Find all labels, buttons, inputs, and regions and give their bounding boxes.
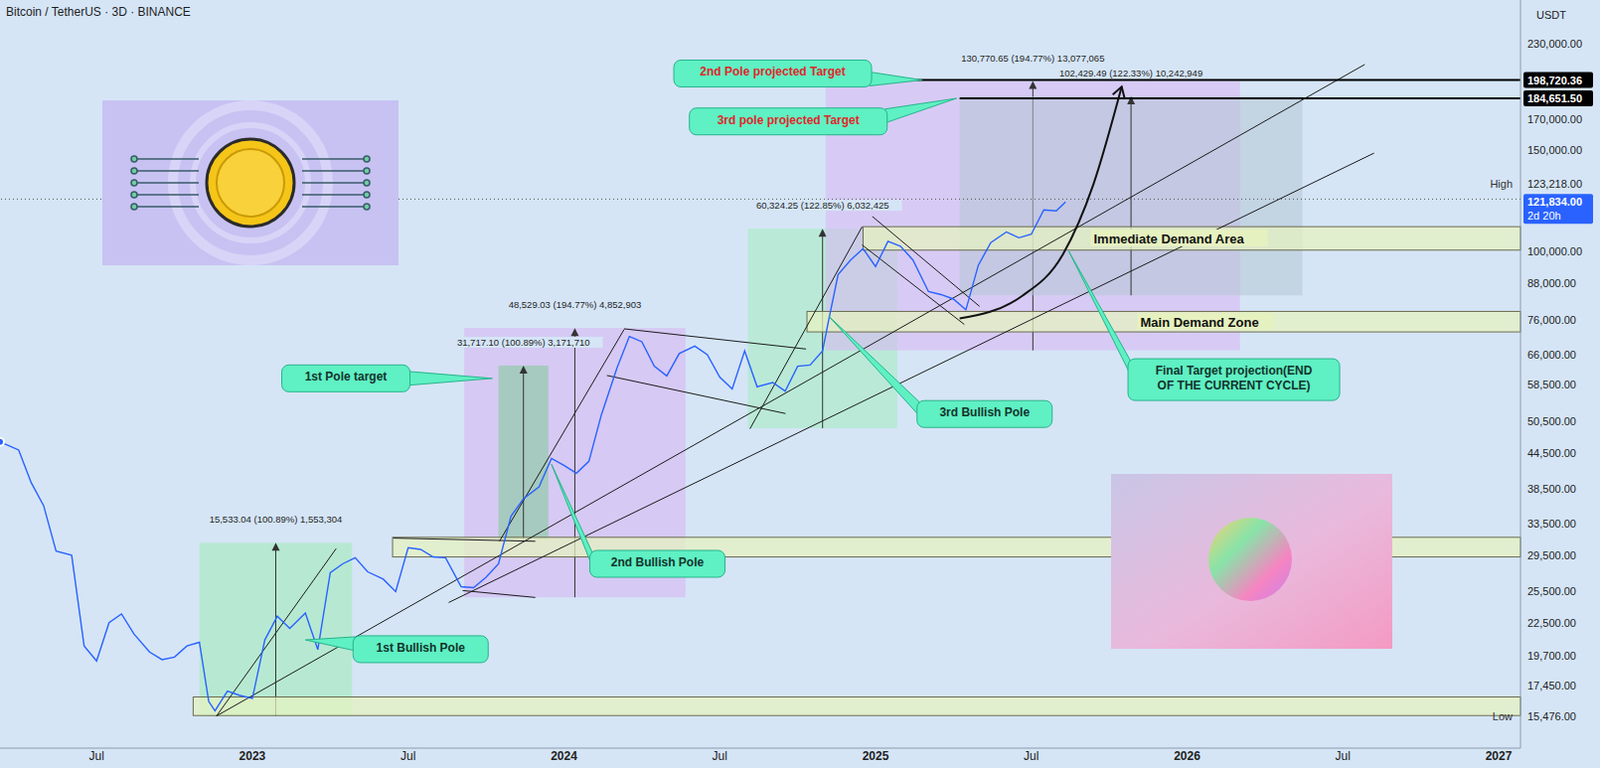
svg-text:Jul: Jul [712,749,728,764]
svg-text:1st Bullish Pole: 1st Bullish Pole [376,640,467,655]
svg-text:2024: 2024 [550,749,578,764]
svg-text:Jul: Jul [1023,749,1039,764]
svg-text:2025: 2025 [862,749,890,764]
svg-text:Low: Low [1492,710,1513,723]
svg-text:Final Target projection(END: Final Target projection(END [1155,363,1313,378]
svg-text:Jul: Jul [89,749,105,764]
svg-text:2nd Bullish Pole: 2nd Bullish Pole [611,555,705,570]
svg-text:38,500.00: 38,500.00 [1527,482,1577,495]
svg-text:Immediate Demand Area: Immediate Demand Area [1093,231,1245,247]
svg-text:100,000.00: 100,000.00 [1527,245,1583,258]
svg-text:19,700.00: 19,700.00 [1527,649,1577,662]
svg-text:2023: 2023 [239,749,267,764]
svg-text:33,500.00: 33,500.00 [1527,517,1577,530]
svg-text:Main Demand Zone: Main Demand Zone [1140,315,1260,330]
svg-text:102,429.49 (122.33%) 10,242,94: 102,429.49 (122.33%) 10,242,949 [1059,67,1203,79]
svg-text:44,500.00: 44,500.00 [1527,447,1577,460]
svg-text:50,500.00: 50,500.00 [1527,415,1577,428]
svg-text:130,770.65 (194.77%) 13,077,06: 130,770.65 (194.77%) 13,077,065 [960,52,1105,64]
svg-text:29,500.00: 29,500.00 [1527,549,1577,562]
svg-text:58,500.00: 58,500.00 [1527,378,1577,391]
svg-text:48,529.03 (194.77%) 4,852,903: 48,529.03 (194.77%) 4,852,903 [508,299,642,311]
svg-text:31,717.10 (100.89%) 3,171,710: 31,717.10 (100.89%) 3,171,710 [457,336,591,348]
svg-text:2d 20h: 2d 20h [1527,209,1562,222]
svg-text:OF THE CURRENT CYCLE): OF THE CURRENT CYCLE) [1157,378,1311,393]
svg-text:198,720.36: 198,720.36 [1527,74,1583,87]
svg-text:High: High [1489,177,1513,190]
svg-text:25,500.00: 25,500.00 [1527,585,1577,598]
html-text:USDT: USDT [1536,8,1567,21]
svg-text:3rd pole projected Target: 3rd pole projected Target [717,113,860,128]
svg-text:17,450.00: 17,450.00 [1527,679,1577,692]
svg-text:88,000.00: 88,000.00 [1527,277,1577,290]
svg-text:15,476.00: 15,476.00 [1527,710,1577,723]
svg-text:230,000.00: 230,000.00 [1527,37,1583,50]
svg-text:121,834.00: 121,834.00 [1527,195,1583,208]
svg-text:Jul: Jul [1335,749,1351,764]
svg-text:1st Pole target: 1st Pole target [305,369,388,384]
svg-text:Jul: Jul [400,749,416,764]
svg-text:150,000.00: 150,000.00 [1527,144,1583,157]
svg-text:170,000.00: 170,000.00 [1527,113,1583,126]
svg-text:2nd Pole projected Target: 2nd Pole projected Target [699,64,845,79]
svg-text:123,218.00: 123,218.00 [1527,177,1583,190]
svg-text:60,324.25 (122.85%) 6,032,425: 60,324.25 (122.85%) 6,032,425 [756,199,890,211]
svg-text:76,000.00: 76,000.00 [1527,314,1577,326]
svg-text:15,533.04 (100.89%) 1,553,304: 15,533.04 (100.89%) 1,553,304 [209,513,343,525]
svg-text:3rd Bullish Pole: 3rd Bullish Pole [939,405,1030,420]
svg-text:22,500.00: 22,500.00 [1527,617,1577,630]
svg-text:184,651.50: 184,651.50 [1527,92,1583,105]
svg-text:2027: 2027 [1485,749,1513,764]
svg-text:66,000.00: 66,000.00 [1527,348,1577,361]
html-text:Bitcoin / TetherUS · 3D · BINA: Bitcoin / TetherUS · 3D · BINANCE [5,4,191,19]
svg-text:2026: 2026 [1173,749,1201,764]
